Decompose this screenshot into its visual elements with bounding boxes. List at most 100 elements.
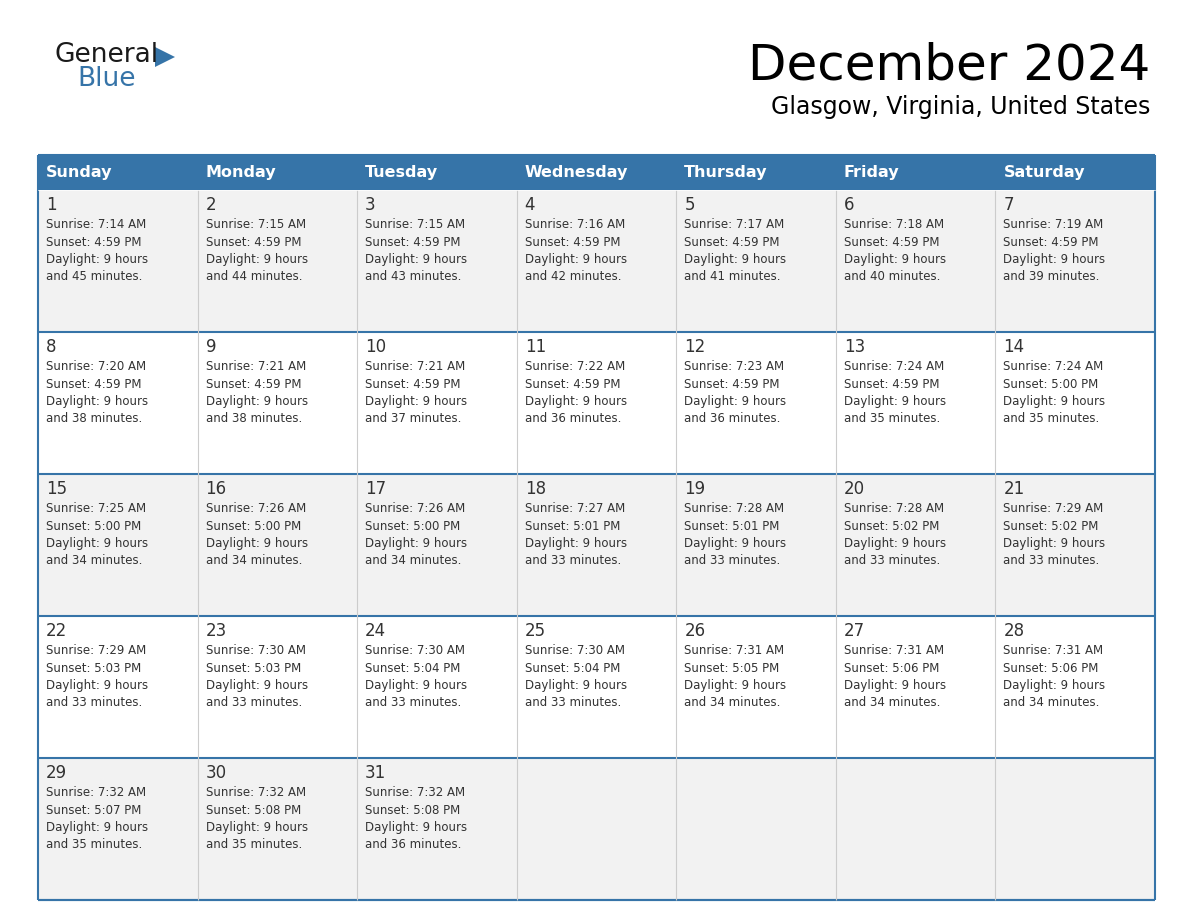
Text: Daylight: 9 hours: Daylight: 9 hours [1004, 679, 1106, 692]
Text: Sunrise: 7:32 AM: Sunrise: 7:32 AM [206, 786, 305, 799]
Text: Sunrise: 7:30 AM: Sunrise: 7:30 AM [206, 644, 305, 657]
Text: Daylight: 9 hours: Daylight: 9 hours [843, 395, 946, 408]
Text: and 37 minutes.: and 37 minutes. [365, 412, 461, 426]
Text: 10: 10 [365, 338, 386, 356]
Text: Sunrise: 7:31 AM: Sunrise: 7:31 AM [843, 644, 944, 657]
Text: and 36 minutes.: and 36 minutes. [525, 412, 621, 426]
Text: Sunrise: 7:21 AM: Sunrise: 7:21 AM [206, 360, 305, 373]
Text: 6: 6 [843, 196, 854, 214]
Text: Daylight: 9 hours: Daylight: 9 hours [365, 679, 467, 692]
Text: Sunset: 4:59 PM: Sunset: 4:59 PM [46, 236, 141, 249]
Text: Sunset: 4:59 PM: Sunset: 4:59 PM [365, 377, 461, 390]
Text: Sunrise: 7:21 AM: Sunrise: 7:21 AM [365, 360, 466, 373]
Text: Sunday: Sunday [46, 165, 113, 180]
Text: Daylight: 9 hours: Daylight: 9 hours [206, 395, 308, 408]
Text: Daylight: 9 hours: Daylight: 9 hours [684, 253, 786, 266]
Text: 19: 19 [684, 480, 706, 498]
Text: Daylight: 9 hours: Daylight: 9 hours [46, 395, 148, 408]
Text: Tuesday: Tuesday [365, 165, 438, 180]
Text: Daylight: 9 hours: Daylight: 9 hours [365, 821, 467, 834]
Text: Sunset: 4:59 PM: Sunset: 4:59 PM [365, 236, 461, 249]
Text: Sunrise: 7:32 AM: Sunrise: 7:32 AM [365, 786, 466, 799]
Text: and 43 minutes.: and 43 minutes. [365, 271, 461, 284]
Text: 27: 27 [843, 622, 865, 640]
Text: Sunset: 5:07 PM: Sunset: 5:07 PM [46, 803, 141, 816]
Text: Sunset: 5:01 PM: Sunset: 5:01 PM [684, 520, 779, 532]
Text: Sunrise: 7:20 AM: Sunrise: 7:20 AM [46, 360, 146, 373]
Text: Daylight: 9 hours: Daylight: 9 hours [684, 395, 786, 408]
Text: Sunrise: 7:25 AM: Sunrise: 7:25 AM [46, 502, 146, 515]
Text: 18: 18 [525, 480, 545, 498]
Text: Sunset: 5:00 PM: Sunset: 5:00 PM [365, 520, 461, 532]
Text: Daylight: 9 hours: Daylight: 9 hours [1004, 395, 1106, 408]
Text: and 33 minutes.: and 33 minutes. [525, 554, 621, 567]
Text: 13: 13 [843, 338, 865, 356]
Text: Daylight: 9 hours: Daylight: 9 hours [843, 537, 946, 550]
Text: Daylight: 9 hours: Daylight: 9 hours [525, 395, 627, 408]
Text: Daylight: 9 hours: Daylight: 9 hours [46, 821, 148, 834]
Text: Sunset: 5:03 PM: Sunset: 5:03 PM [206, 662, 301, 675]
Text: Sunset: 5:02 PM: Sunset: 5:02 PM [1004, 520, 1099, 532]
Text: and 35 minutes.: and 35 minutes. [46, 838, 143, 852]
Text: Sunrise: 7:24 AM: Sunrise: 7:24 AM [843, 360, 944, 373]
Text: Sunset: 5:02 PM: Sunset: 5:02 PM [843, 520, 940, 532]
Text: Sunset: 4:59 PM: Sunset: 4:59 PM [46, 377, 141, 390]
Text: Sunrise: 7:30 AM: Sunrise: 7:30 AM [365, 644, 466, 657]
Text: 21: 21 [1004, 480, 1025, 498]
Text: 23: 23 [206, 622, 227, 640]
Text: and 42 minutes.: and 42 minutes. [525, 271, 621, 284]
Text: and 44 minutes.: and 44 minutes. [206, 271, 302, 284]
Text: Sunrise: 7:19 AM: Sunrise: 7:19 AM [1004, 218, 1104, 231]
Text: 15: 15 [46, 480, 68, 498]
Text: and 35 minutes.: and 35 minutes. [1004, 412, 1100, 426]
Text: and 40 minutes.: and 40 minutes. [843, 271, 940, 284]
Text: Sunset: 5:05 PM: Sunset: 5:05 PM [684, 662, 779, 675]
Text: Daylight: 9 hours: Daylight: 9 hours [525, 253, 627, 266]
Text: 17: 17 [365, 480, 386, 498]
Text: Sunset: 5:00 PM: Sunset: 5:00 PM [206, 520, 301, 532]
Text: 30: 30 [206, 764, 227, 782]
Text: Daylight: 9 hours: Daylight: 9 hours [843, 679, 946, 692]
Text: Sunset: 5:00 PM: Sunset: 5:00 PM [1004, 377, 1099, 390]
Text: Daylight: 9 hours: Daylight: 9 hours [525, 537, 627, 550]
Text: and 33 minutes.: and 33 minutes. [843, 554, 940, 567]
Text: Sunset: 4:59 PM: Sunset: 4:59 PM [525, 377, 620, 390]
Text: and 33 minutes.: and 33 minutes. [206, 697, 302, 710]
Bar [38, 155, 1155, 190]
Text: and 38 minutes.: and 38 minutes. [206, 412, 302, 426]
Text: 11: 11 [525, 338, 546, 356]
Text: Sunrise: 7:17 AM: Sunrise: 7:17 AM [684, 218, 784, 231]
Text: Thursday: Thursday [684, 165, 767, 180]
Text: 31: 31 [365, 764, 386, 782]
Text: 3: 3 [365, 196, 375, 214]
Bar [38, 758, 1155, 900]
Text: Blue: Blue [77, 66, 135, 92]
Text: Daylight: 9 hours: Daylight: 9 hours [46, 537, 148, 550]
Text: and 41 minutes.: and 41 minutes. [684, 271, 781, 284]
Text: Sunset: 5:00 PM: Sunset: 5:00 PM [46, 520, 141, 532]
Text: 26: 26 [684, 622, 706, 640]
Text: 7: 7 [1004, 196, 1013, 214]
Text: and 33 minutes.: and 33 minutes. [46, 697, 143, 710]
Text: and 45 minutes.: and 45 minutes. [46, 271, 143, 284]
Text: Sunset: 5:08 PM: Sunset: 5:08 PM [206, 803, 301, 816]
Text: Sunrise: 7:15 AM: Sunrise: 7:15 AM [365, 218, 466, 231]
Text: and 34 minutes.: and 34 minutes. [843, 697, 940, 710]
Text: Sunrise: 7:32 AM: Sunrise: 7:32 AM [46, 786, 146, 799]
Text: Sunset: 4:59 PM: Sunset: 4:59 PM [1004, 236, 1099, 249]
Text: Sunrise: 7:28 AM: Sunrise: 7:28 AM [843, 502, 944, 515]
Text: Sunrise: 7:22 AM: Sunrise: 7:22 AM [525, 360, 625, 373]
Text: Sunrise: 7:23 AM: Sunrise: 7:23 AM [684, 360, 784, 373]
Text: Sunrise: 7:16 AM: Sunrise: 7:16 AM [525, 218, 625, 231]
Text: and 34 minutes.: and 34 minutes. [46, 554, 143, 567]
Text: and 33 minutes.: and 33 minutes. [684, 554, 781, 567]
Text: Sunrise: 7:29 AM: Sunrise: 7:29 AM [1004, 502, 1104, 515]
Text: Sunrise: 7:30 AM: Sunrise: 7:30 AM [525, 644, 625, 657]
Text: and 33 minutes.: and 33 minutes. [1004, 554, 1100, 567]
Bar [38, 474, 1155, 616]
Text: Sunset: 4:59 PM: Sunset: 4:59 PM [684, 377, 779, 390]
Text: Sunrise: 7:31 AM: Sunrise: 7:31 AM [1004, 644, 1104, 657]
Text: and 34 minutes.: and 34 minutes. [1004, 697, 1100, 710]
Text: Daylight: 9 hours: Daylight: 9 hours [365, 253, 467, 266]
Text: Sunset: 5:04 PM: Sunset: 5:04 PM [365, 662, 461, 675]
